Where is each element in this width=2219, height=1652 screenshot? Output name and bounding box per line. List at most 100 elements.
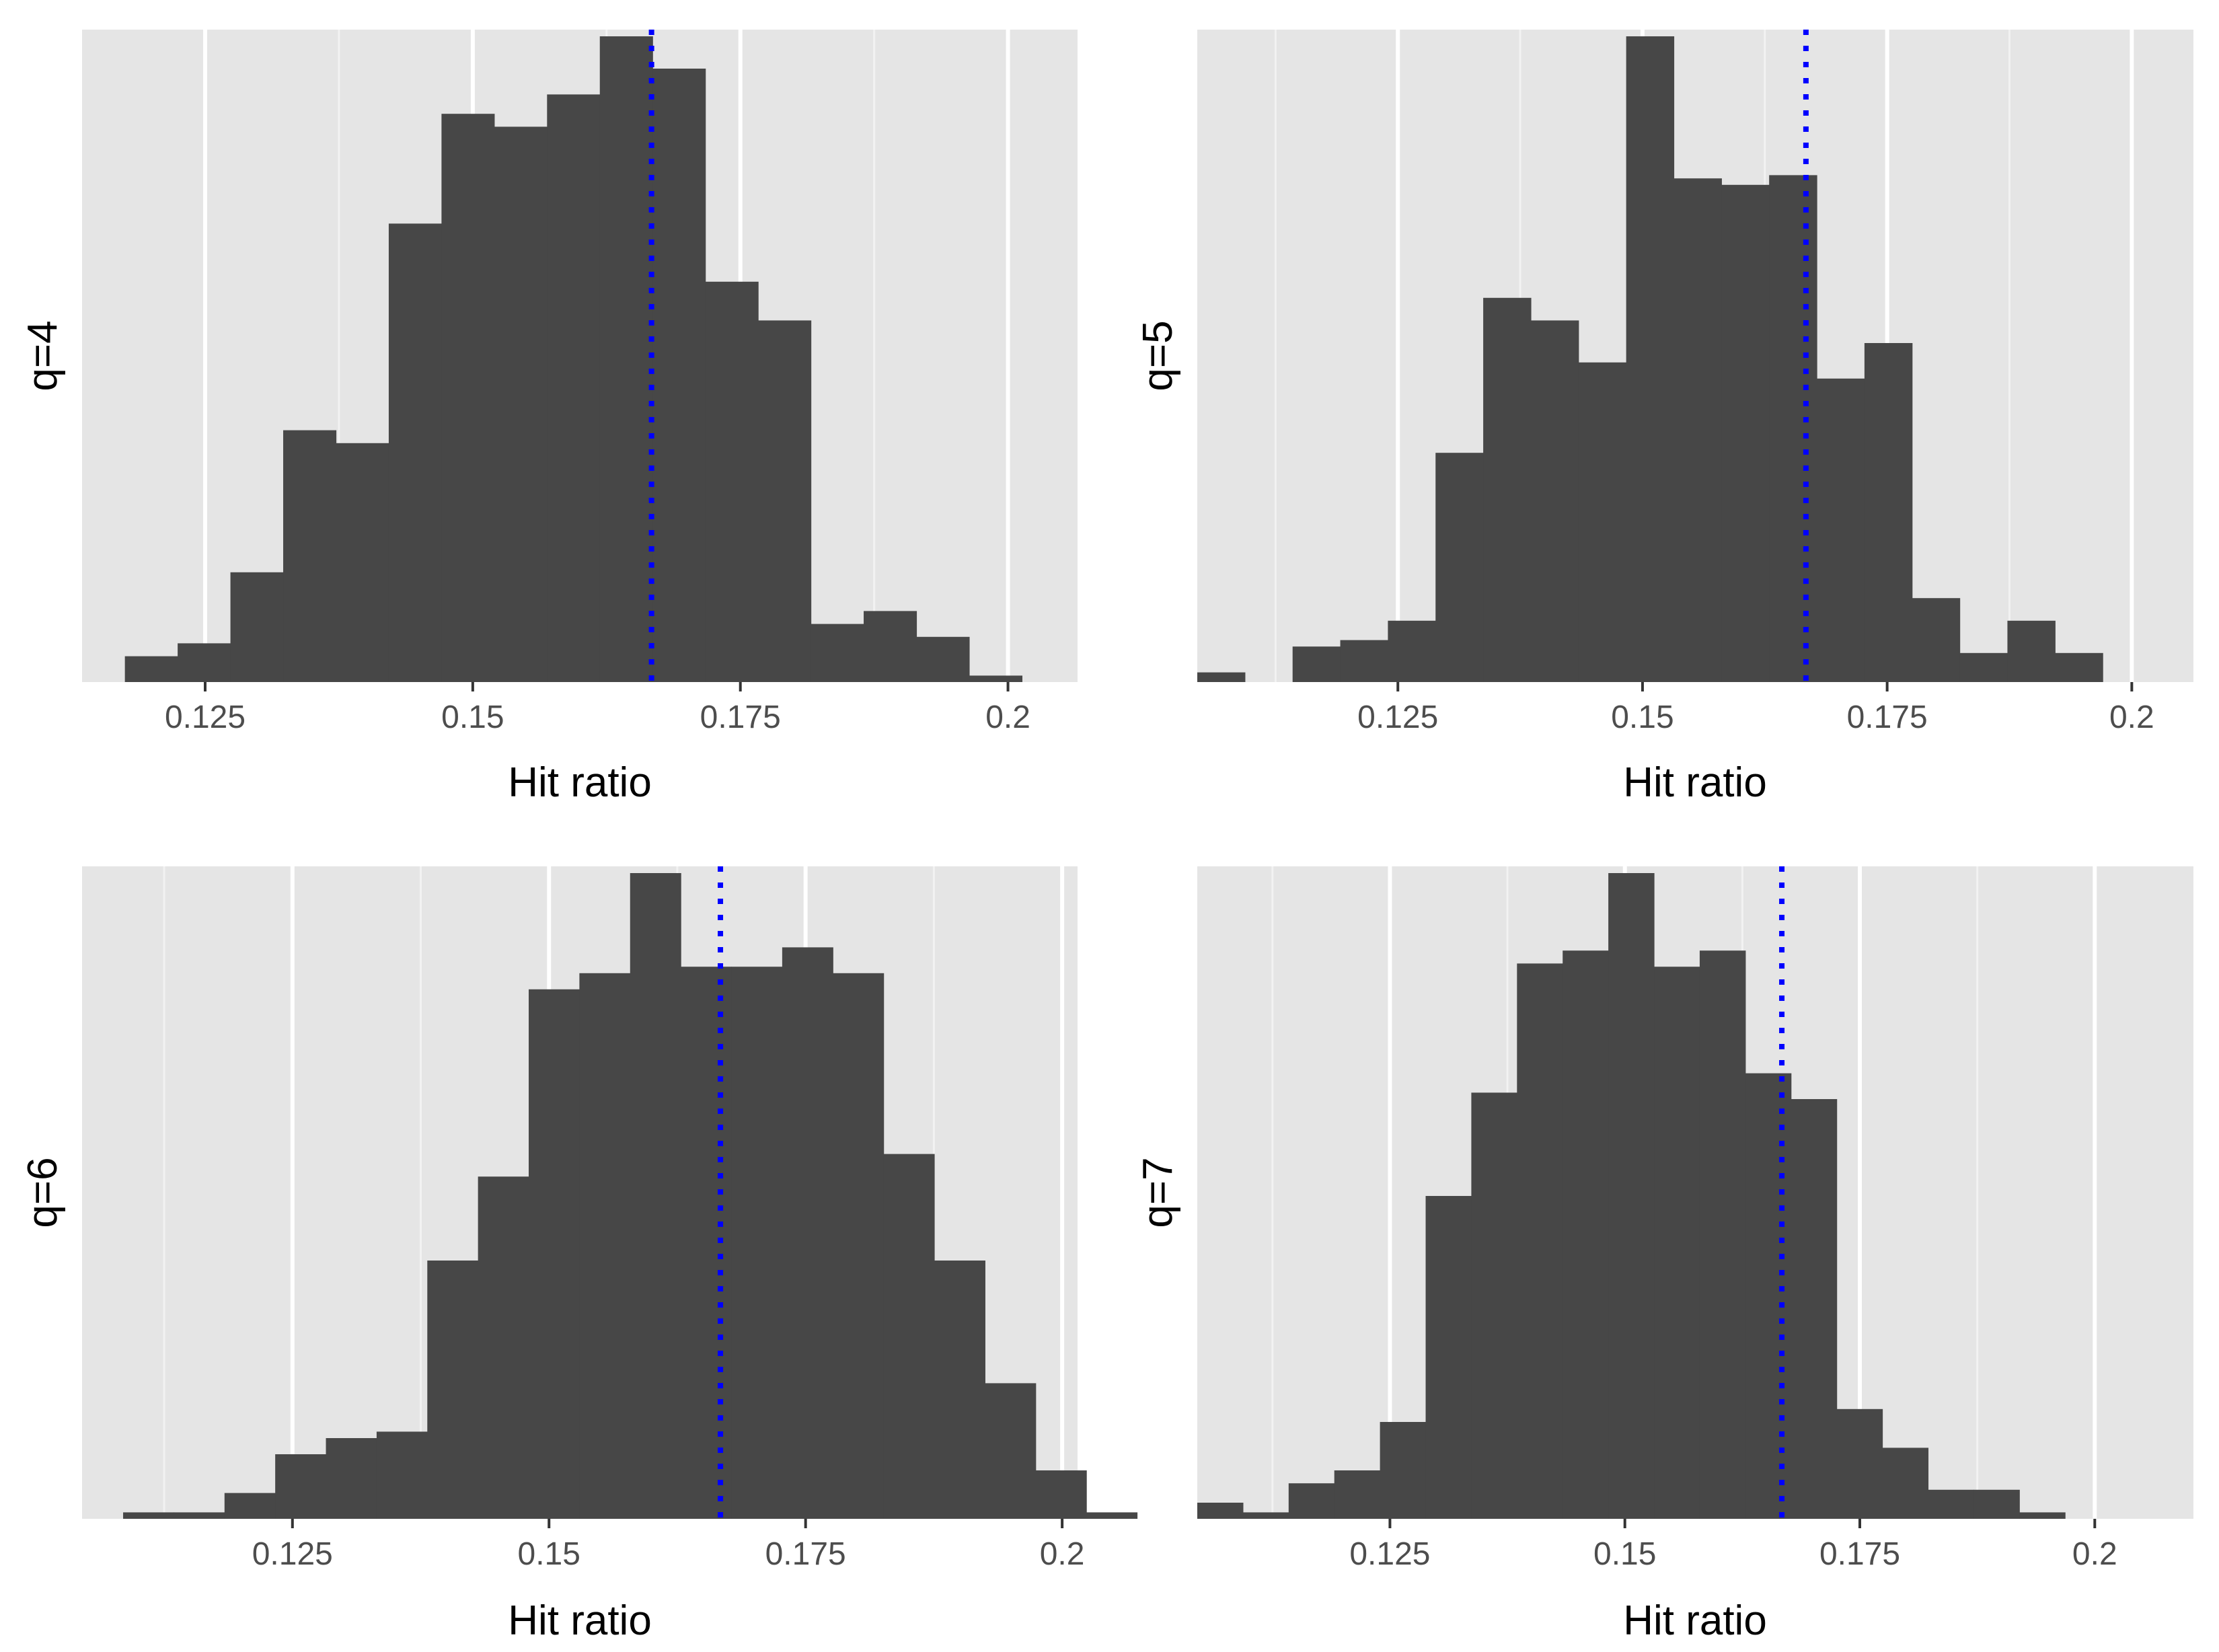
histogram-bar bbox=[883, 1154, 935, 1519]
histogram-panel-q6: 0.125 0.15 0.175 0.2 Hit ratio q=6 bbox=[20, 866, 1138, 1644]
histogram-bar bbox=[1288, 1483, 1335, 1519]
histogram-bar bbox=[1425, 1196, 1472, 1519]
histogram-bar bbox=[1791, 1099, 1838, 1519]
x-tick-label: 0.2 bbox=[2109, 700, 2154, 735]
histogram-bar bbox=[934, 1261, 985, 1519]
histogram-bar bbox=[1608, 873, 1655, 1519]
histogram-bar bbox=[1334, 1470, 1381, 1519]
histogram-bar bbox=[969, 675, 1023, 682]
histogram-bar bbox=[811, 624, 864, 682]
histogram-bar bbox=[599, 36, 653, 682]
histogram-bar bbox=[1197, 1503, 1244, 1519]
x-tick-label: 0.175 bbox=[765, 1536, 846, 1572]
y-axis-title: q=5 bbox=[1135, 320, 1181, 391]
histogram-bar bbox=[782, 947, 833, 1519]
histogram-panel-q7: 0.125 0.15 0.175 0.2 Hit ratio q=7 bbox=[1135, 866, 2193, 1644]
x-axis-ticks: 0.125 0.15 0.175 0.2 bbox=[1349, 1519, 2117, 1572]
histogram-bar bbox=[1973, 1489, 2020, 1519]
x-axis-ticks: 0.125 0.15 0.175 0.2 bbox=[252, 1519, 1085, 1572]
x-axis-ticks: 0.125 0.15 0.175 0.2 bbox=[165, 682, 1030, 735]
histogram-panel-q5: 0.125 0.15 0.175 0.2 Hit ratio q=5 bbox=[1135, 30, 2193, 806]
histogram-bar bbox=[630, 873, 681, 1519]
histogram-bar bbox=[916, 636, 970, 682]
x-tick-label: 0.15 bbox=[441, 700, 504, 735]
histogram-bar bbox=[833, 973, 885, 1519]
histogram-bar bbox=[1086, 1512, 1138, 1519]
histogram-bar bbox=[427, 1261, 479, 1519]
histogram-bar bbox=[123, 1512, 175, 1519]
histogram-bar bbox=[1197, 672, 1246, 682]
histogram-bar bbox=[1530, 320, 1579, 682]
x-tick-label: 0.175 bbox=[1847, 700, 1928, 735]
histogram-bars bbox=[1197, 36, 2103, 682]
histogram-bar bbox=[1912, 598, 1961, 682]
histogram-panel-q4: 0.125 0.15 0.175 0.2 Hit ratio q=4 bbox=[20, 30, 1078, 806]
histogram-bar bbox=[1563, 950, 1609, 1519]
histogram-bar bbox=[1959, 652, 2008, 682]
histogram-bar bbox=[758, 320, 812, 682]
histogram-bar bbox=[1745, 1073, 1792, 1519]
histogram-bar bbox=[174, 1512, 225, 1519]
histogram-bar bbox=[1699, 950, 1746, 1519]
histogram-bar bbox=[1721, 184, 1770, 682]
histogram-bar bbox=[1388, 620, 1436, 682]
histogram-bar bbox=[864, 611, 917, 682]
histogram-bar bbox=[1769, 175, 1817, 682]
histogram-bar bbox=[1864, 343, 1913, 682]
histogram-bar bbox=[326, 1438, 377, 1519]
histogram-bar bbox=[579, 973, 631, 1519]
histogram-bars bbox=[124, 36, 1023, 682]
x-tick-label: 0.15 bbox=[1611, 700, 1673, 735]
x-axis-title: Hit ratio bbox=[508, 759, 652, 806]
x-tick-label: 0.2 bbox=[2072, 1536, 2117, 1572]
x-tick-label: 0.125 bbox=[1357, 700, 1438, 735]
x-tick-label: 0.15 bbox=[518, 1536, 580, 1572]
histogram-bar bbox=[1673, 178, 1722, 682]
histogram-bar bbox=[681, 967, 732, 1519]
histogram-bar bbox=[336, 443, 389, 682]
histogram-bars bbox=[1197, 873, 2066, 1519]
x-tick-label: 0.2 bbox=[985, 700, 1030, 735]
histogram-bar bbox=[441, 114, 495, 682]
histogram-bar bbox=[547, 94, 601, 682]
histogram-bar bbox=[731, 967, 783, 1519]
histogram-bar bbox=[1380, 1422, 1427, 1519]
histogram-bar bbox=[1882, 1448, 1929, 1519]
y-axis-title: q=7 bbox=[1135, 1157, 1181, 1228]
histogram-bar bbox=[388, 223, 442, 682]
histogram-bar bbox=[705, 281, 759, 682]
x-axis-ticks: 0.125 0.15 0.175 0.2 bbox=[1357, 682, 2154, 735]
y-axis-title: q=4 bbox=[20, 320, 66, 391]
x-tick-label: 0.175 bbox=[1819, 1536, 1900, 1572]
x-tick-label: 0.125 bbox=[1349, 1536, 1430, 1572]
histogram-bar bbox=[1340, 640, 1388, 682]
x-axis-title: Hit ratio bbox=[1623, 759, 1767, 806]
histogram-bar bbox=[1578, 362, 1627, 682]
histogram-bar bbox=[1292, 646, 1341, 682]
histogram-bar bbox=[1517, 963, 1563, 1519]
x-tick-label: 0.2 bbox=[1040, 1536, 1085, 1572]
histogram-bar bbox=[224, 1493, 276, 1519]
histogram-bar bbox=[1435, 453, 1484, 682]
x-tick-label: 0.125 bbox=[252, 1536, 333, 1572]
histogram-bar bbox=[985, 1383, 1037, 1519]
y-axis-title: q=6 bbox=[20, 1157, 66, 1228]
x-axis-title: Hit ratio bbox=[508, 1598, 652, 1644]
histogram-bar bbox=[2055, 652, 2103, 682]
x-axis-title: Hit ratio bbox=[1623, 1598, 1767, 1644]
histogram-bar bbox=[529, 989, 580, 1519]
histogram-bar bbox=[376, 1431, 428, 1519]
histogram-bar bbox=[494, 126, 548, 682]
histogram-bar bbox=[1471, 1092, 1517, 1519]
histogram-bar bbox=[178, 643, 231, 682]
histogram-bar bbox=[1035, 1470, 1087, 1519]
histogram-bar bbox=[1242, 1512, 1289, 1519]
histogram-bar bbox=[1836, 1409, 1883, 1519]
histogram-bar bbox=[2019, 1512, 2066, 1519]
x-tick-label: 0.125 bbox=[165, 700, 246, 735]
histogram-bar bbox=[1483, 297, 1532, 682]
histogram-bar bbox=[652, 69, 706, 682]
histogram-bar bbox=[1626, 36, 1675, 682]
histogram-bar bbox=[2007, 620, 2056, 682]
